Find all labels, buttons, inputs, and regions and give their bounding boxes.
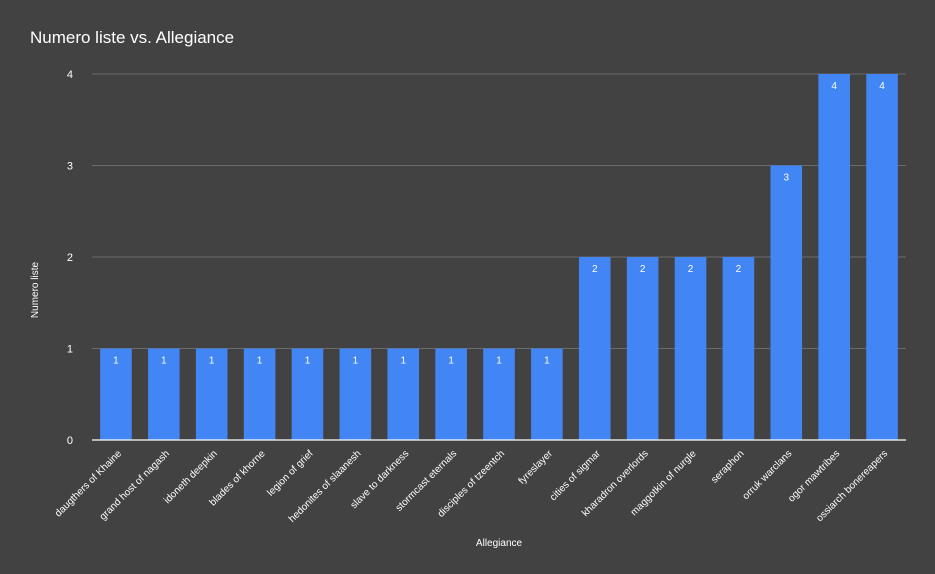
bar-data-label: 4 [879,81,885,92]
bar [770,165,803,440]
x-tick-label: seraphon [709,448,746,485]
y-tick-labels: 0 1 2 3 4 [67,69,73,447]
y-axis-title: Numero liste [30,262,41,319]
bar [578,257,611,440]
bar [387,348,420,440]
x-tick-label: legion of grief [265,448,315,498]
bar [626,257,659,440]
bar-data-label: 2 [640,264,646,275]
y-tick-label: 3 [67,161,73,173]
x-tick-label: orruk warclans [741,448,795,502]
bar-data-label: 1 [353,356,359,367]
bar-data-label: 1 [305,356,311,367]
chart-title: Numero liste vs. Allegiance [30,28,235,47]
bar [866,74,898,440]
bar [291,348,324,440]
bar-data-label: 1 [161,356,167,367]
bar [243,348,276,440]
bar [722,257,755,440]
bar-data-label: 4 [831,81,837,92]
bar-data-label: 1 [113,356,119,367]
bar [195,348,228,440]
bar [531,348,563,440]
bar-data-label: 2 [592,264,598,275]
data-labels: 1 1 1 1 1 1 1 1 1 1 2 2 2 2 3 4 4 [113,81,885,367]
bar [148,348,180,440]
bar-data-label: 1 [400,356,406,367]
bar-data-label: 1 [496,356,502,367]
x-axis-title: Allegiance [476,538,523,549]
bars [100,74,898,440]
bar [339,348,372,440]
bar-data-label: 1 [544,356,550,367]
bar-data-label: 1 [209,356,215,367]
bar-data-label: 1 [257,356,263,367]
y-tick-label: 1 [67,344,73,356]
bar [483,348,515,440]
bar-data-label: 1 [448,356,454,367]
bar [100,348,132,440]
bar-data-label: 2 [688,264,694,275]
y-tick-label: 4 [67,69,73,81]
bar [435,348,467,440]
x-tick-label: fyreslayer [517,448,556,487]
bar-data-label: 2 [736,264,742,275]
y-tick-label: 0 [67,435,73,447]
y-tick-label: 2 [67,252,73,264]
bar-data-label: 3 [784,173,790,184]
bar [818,74,850,440]
bar [674,257,707,440]
